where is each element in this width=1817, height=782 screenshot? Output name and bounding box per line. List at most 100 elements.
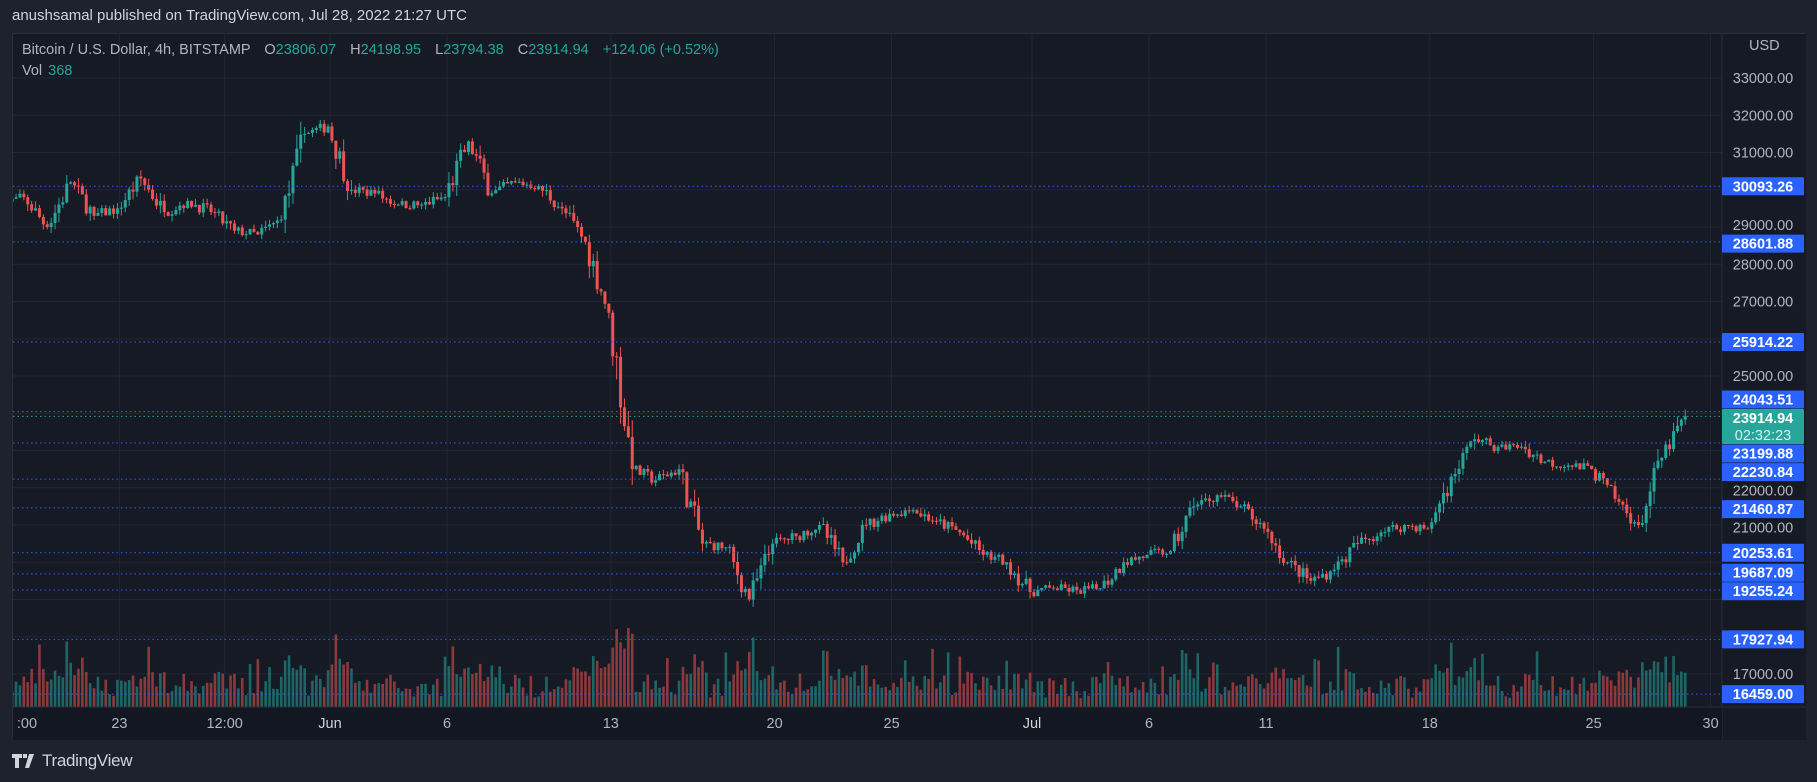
volume-bar	[1184, 653, 1188, 707]
volume-bar	[853, 671, 856, 707]
candle-body	[158, 200, 162, 206]
candle-body	[603, 291, 607, 304]
chart-panel[interactable]: USD:00 23 12:00 Jun 6 13 20 25 Jul 6 11 18 25 30 33000…	[12, 33, 1806, 740]
volume-bar	[681, 666, 685, 707]
symbol-title[interactable]: Bitcoin / U.S. Dollar, 4h, BITSTAMP	[22, 42, 251, 58]
volume-bar	[896, 686, 899, 707]
volume-bar	[1524, 673, 1527, 707]
open-value: 23806.07	[275, 42, 337, 58]
candle-body	[1094, 584, 1098, 589]
volume-bar	[482, 681, 486, 707]
volume-bar	[857, 685, 860, 707]
candle-body	[232, 223, 236, 231]
volume-bar	[1102, 673, 1106, 707]
volume-bar	[502, 683, 505, 707]
candle-body	[1001, 554, 1005, 565]
volume-bar	[1508, 697, 1512, 707]
volume-bar	[1453, 685, 1457, 707]
candle-body	[1157, 548, 1161, 550]
volume-bar	[369, 692, 373, 707]
candle-body	[966, 535, 970, 540]
volume-bar	[1169, 676, 1172, 707]
published-caption: anushsamal published on TradingView.com,…	[12, 7, 468, 24]
candle-body	[1219, 495, 1223, 497]
volume-bar	[455, 674, 459, 707]
volume-bar	[447, 666, 451, 707]
volume-bar	[18, 685, 22, 707]
volume-bar	[233, 673, 236, 707]
candle-body	[123, 200, 127, 208]
volume-bar	[1414, 687, 1418, 707]
volume-bar	[1180, 649, 1184, 707]
tradingview-logo[interactable]: TradingView	[12, 751, 133, 771]
candle-body	[229, 221, 233, 224]
volume-bar	[237, 688, 240, 707]
volume-bar	[318, 678, 322, 707]
volume-bar	[1145, 692, 1149, 707]
candle-body	[1005, 562, 1009, 565]
candle-body	[256, 231, 260, 235]
level-price-badge-label: 17927.94	[1733, 632, 1793, 648]
candle-body	[1282, 557, 1286, 563]
candle-body	[1297, 565, 1301, 577]
candle-body	[568, 212, 572, 214]
volume-bar	[260, 691, 264, 707]
change-value: +124.06 (+0.52%)	[602, 42, 719, 58]
volume-bar	[1485, 685, 1488, 707]
candle-body	[1441, 493, 1445, 504]
volume-bar	[1559, 687, 1562, 707]
volume-bar	[517, 678, 521, 707]
volume-bar	[1680, 671, 1683, 707]
price-axis-currency: USD	[1749, 38, 1780, 54]
candle-body	[1675, 425, 1679, 432]
candle-body	[291, 165, 295, 194]
volume-bar	[1137, 689, 1141, 707]
volume-label[interactable]: Vol	[22, 63, 43, 79]
volume-bar	[1656, 662, 1660, 707]
volume-bar	[377, 683, 381, 707]
candlestick-chart[interactable]: USD:00 23 12:00 Jun 6 13 20 25 Jul 6 11 18 25 30 33000…	[13, 34, 1806, 740]
volume-bar	[1356, 689, 1359, 707]
candle-body	[478, 155, 482, 159]
candle-body	[1289, 560, 1293, 563]
candle-body	[845, 562, 849, 564]
candle-body	[424, 202, 428, 205]
candle-body	[1609, 484, 1613, 487]
volume-bar	[88, 683, 92, 707]
candle-body	[817, 525, 821, 530]
candle-body	[1590, 465, 1594, 470]
volume-bar	[545, 676, 548, 707]
volume-bar	[576, 668, 579, 707]
volume-bar	[669, 691, 673, 707]
candle-body	[1352, 542, 1356, 548]
volume-bar	[1274, 667, 1278, 707]
candle-body	[404, 201, 408, 209]
volume-bar	[997, 675, 1001, 707]
volume-bar	[182, 673, 186, 707]
volume-bar	[814, 686, 817, 707]
candle-body	[693, 501, 697, 506]
time-tick-label: 13	[603, 716, 619, 732]
volume-bar	[474, 672, 478, 707]
candle-body	[868, 518, 872, 525]
volume-bar	[1188, 669, 1192, 707]
volume-legend: Vol 368	[22, 63, 72, 79]
candle-body	[580, 226, 584, 237]
candle-body	[615, 356, 619, 358]
candle-body	[1102, 580, 1106, 589]
volume-bar	[1200, 691, 1203, 707]
price-tick-label: 17000.00	[1733, 667, 1793, 683]
candle-body	[174, 210, 178, 215]
volume-bar	[1161, 666, 1164, 707]
candle-body	[13, 198, 14, 202]
volume-bar	[1098, 683, 1102, 707]
volume-bar	[1204, 688, 1207, 707]
volume-bar	[689, 674, 693, 707]
volume-bar	[521, 687, 525, 707]
candle-body	[541, 186, 545, 191]
candle-body	[431, 196, 435, 205]
volume-bar	[77, 668, 80, 707]
candle-body	[872, 518, 876, 527]
candle-body	[131, 189, 135, 192]
candle-body	[732, 546, 736, 562]
